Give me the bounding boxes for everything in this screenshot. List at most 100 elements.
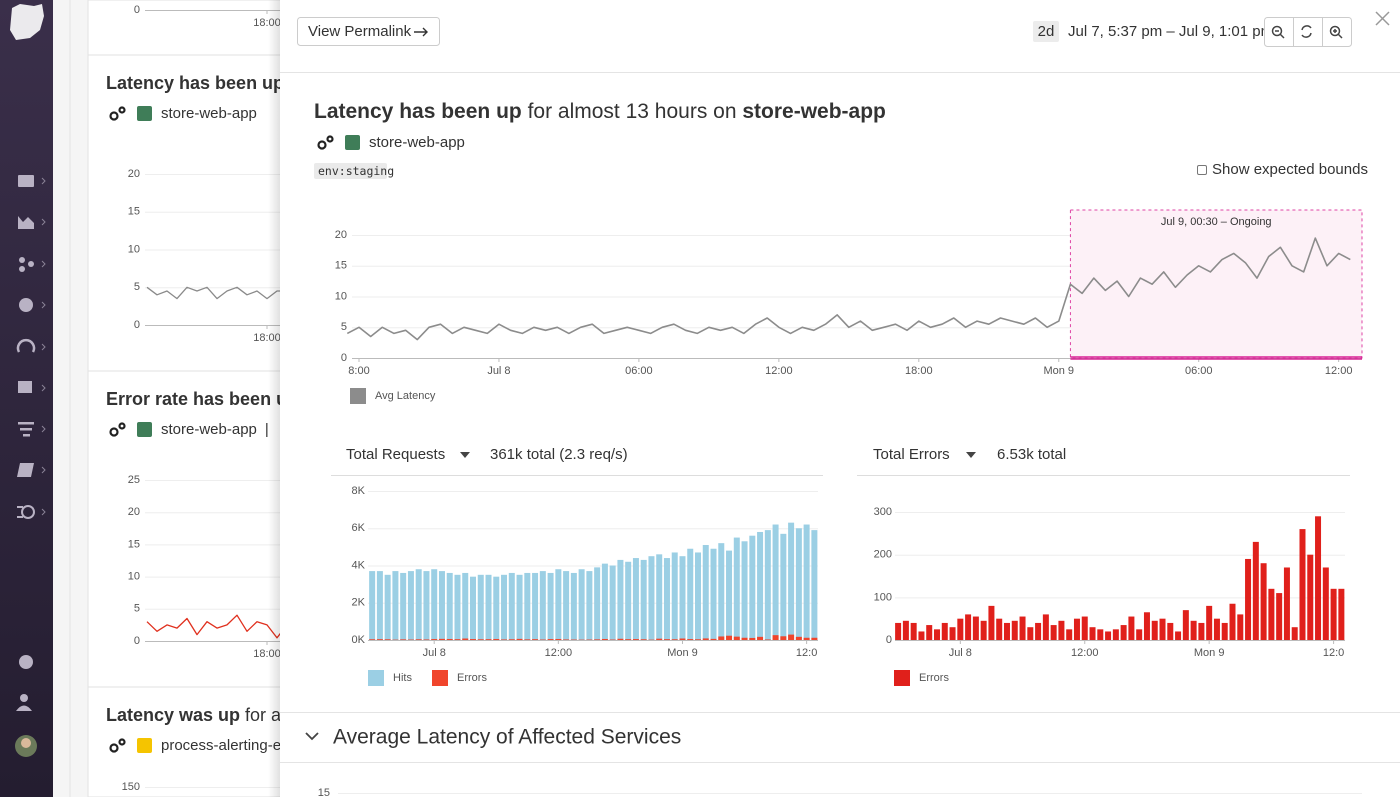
nav-icon[interactable] — [19, 298, 33, 312]
bar — [1167, 622, 1174, 640]
bar — [1035, 622, 1042, 640]
bar — [741, 541, 748, 640]
legend-swatch — [368, 670, 384, 686]
bar — [1315, 516, 1322, 640]
bar — [656, 638, 663, 640]
collapse-icon[interactable] — [305, 732, 319, 741]
panel-title: Latency has been up for almost 13 hours … — [314, 100, 886, 123]
logo[interactable] — [10, 4, 44, 40]
y-tick-label: 0 — [134, 319, 140, 331]
legend-swatch — [350, 388, 366, 404]
bar — [902, 620, 909, 640]
bar — [1050, 625, 1057, 640]
bar — [601, 638, 608, 640]
zoom-out-button[interactable] — [1271, 25, 1285, 39]
card-title: Latency has been up — [106, 73, 284, 93]
checkbox[interactable] — [1197, 165, 1207, 175]
bar — [702, 545, 709, 640]
bar — [1283, 567, 1290, 640]
bar — [625, 561, 632, 640]
title-part: Latency has been up — [314, 100, 522, 123]
bar — [965, 614, 972, 640]
chart-title[interactable]: Total Errors — [873, 446, 950, 463]
bar — [501, 639, 508, 640]
bar — [1276, 593, 1283, 640]
bar — [1066, 629, 1073, 640]
line — [346, 237, 1351, 341]
card-title: Error rate has been u — [106, 389, 287, 409]
bar — [431, 569, 438, 640]
bar — [493, 576, 500, 640]
tag-swatch — [137, 422, 152, 437]
bar — [803, 637, 810, 640]
bar — [485, 639, 492, 640]
nav-icon[interactable] — [16, 338, 36, 353]
bar — [501, 574, 508, 640]
nav-icon[interactable] — [17, 463, 34, 477]
background-cards: Latency has been up store-web-app Error ra… — [106, 4, 300, 793]
bar — [485, 574, 492, 640]
bar — [1229, 603, 1236, 640]
nav-icon[interactable] — [21, 505, 35, 519]
bar — [941, 622, 948, 640]
bar — [1112, 629, 1119, 640]
bar — [895, 622, 902, 640]
bar — [384, 639, 391, 640]
bar — [710, 548, 717, 640]
section-title[interactable]: Average Latency of Affected Services — [333, 726, 681, 749]
y-tick-label: 20 — [128, 168, 140, 180]
bar — [609, 565, 616, 640]
gear-icon — [109, 738, 126, 753]
help-icon[interactable] — [19, 655, 33, 669]
env-badge — [314, 163, 387, 179]
bar — [1245, 558, 1252, 640]
bar — [772, 524, 779, 640]
bar — [749, 637, 756, 640]
nav-icon[interactable] — [18, 422, 34, 425]
bar — [470, 639, 476, 640]
zoom-in-button[interactable] — [1329, 25, 1343, 39]
bar — [376, 571, 383, 640]
bar — [423, 571, 430, 640]
bar — [1120, 625, 1127, 640]
bar — [1058, 620, 1065, 640]
y-tick-label: 15 — [318, 787, 330, 797]
bar — [795, 528, 802, 640]
dropdown-icon[interactable] — [966, 452, 976, 458]
bar — [918, 631, 925, 640]
bar — [803, 524, 810, 640]
nav-icon[interactable] — [18, 381, 32, 393]
bar — [764, 530, 771, 640]
bar — [1291, 627, 1298, 640]
bar — [1338, 588, 1345, 640]
x-tick-label: 12:0 — [796, 647, 817, 659]
team-icon[interactable] — [20, 694, 28, 702]
close-button[interactable] — [1375, 11, 1390, 26]
checkbox-label[interactable]: Show expected bounds — [1212, 161, 1368, 178]
refresh-button[interactable] — [1301, 25, 1312, 38]
bar — [1190, 620, 1197, 640]
bar — [741, 637, 748, 640]
bar — [1198, 622, 1205, 640]
nav-icon[interactable] — [19, 257, 25, 263]
bar — [1136, 629, 1143, 640]
bar — [726, 550, 733, 640]
permalink-button[interactable] — [297, 17, 440, 46]
bar — [749, 535, 756, 640]
y-tick-label: 5 — [341, 321, 347, 333]
y-tick-label: 0 — [341, 352, 347, 364]
card-title-bold: Latency has been up — [106, 73, 284, 93]
range-badge[interactable] — [1033, 21, 1059, 42]
bar — [407, 571, 414, 640]
bar — [733, 636, 740, 640]
dropdown-icon[interactable] — [460, 452, 470, 458]
time-range[interactable]: Jul 7, 5:37 pm – Jul 9, 1:01 pm — [1068, 23, 1273, 40]
panel-shadow — [268, 0, 280, 797]
chart-title[interactable]: Total Requests — [346, 446, 445, 463]
x-tick-label: Mon 9 — [667, 647, 698, 659]
nav-icon[interactable] — [18, 175, 34, 187]
bar — [1019, 616, 1026, 640]
nav-icon[interactable] — [18, 216, 34, 229]
y-tick-label: 15 — [335, 260, 347, 272]
